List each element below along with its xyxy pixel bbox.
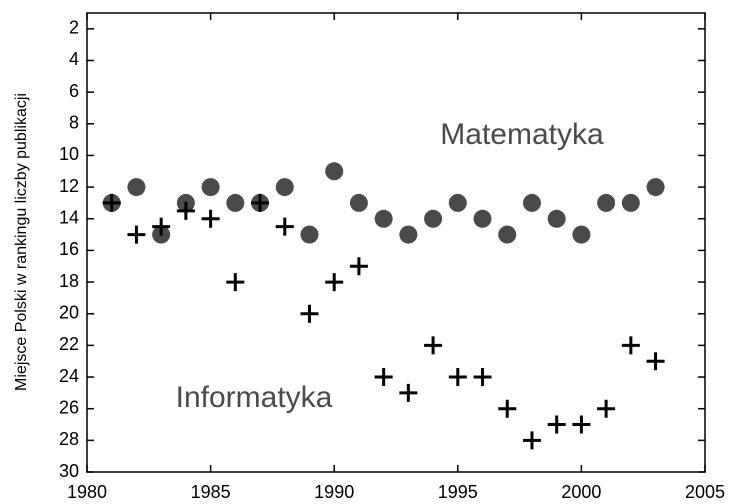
point [547, 209, 566, 228]
point [399, 225, 418, 244]
point [127, 178, 146, 197]
point [251, 193, 270, 212]
annotation: Informatyka [176, 381, 333, 414]
point [300, 304, 319, 323]
point [547, 415, 566, 434]
y-tick-label: 2 [69, 18, 79, 38]
y-tick-label: 26 [59, 397, 79, 417]
point [127, 225, 146, 244]
y-tick-label: 30 [59, 461, 79, 481]
y-tick-label: 10 [59, 144, 79, 164]
point [597, 193, 616, 212]
point [473, 209, 492, 228]
point [621, 193, 640, 212]
y-tick-label: 18 [59, 271, 79, 291]
annotation: Matematyka [440, 118, 604, 151]
point [152, 217, 171, 236]
x-tick-label: 1980 [67, 482, 107, 502]
point [522, 193, 541, 212]
point [498, 225, 517, 244]
point [102, 193, 121, 212]
point [349, 257, 368, 276]
point [374, 209, 393, 228]
point [201, 209, 220, 228]
y-axis-label: Miejsce Polski w rankingu liczby publika… [13, 93, 30, 391]
point [621, 336, 640, 355]
point [646, 352, 665, 371]
point [275, 217, 294, 236]
point [424, 336, 443, 355]
point [424, 209, 443, 228]
y-tick-label: 16 [59, 239, 79, 259]
y-tick-label: 20 [59, 302, 79, 322]
point [325, 162, 344, 181]
point [374, 368, 393, 387]
point [572, 225, 591, 244]
point [176, 201, 195, 220]
point [646, 178, 665, 197]
point [325, 273, 344, 292]
point [201, 178, 220, 197]
point [399, 383, 418, 402]
x-tick-label: 1990 [314, 482, 354, 502]
point [522, 431, 541, 450]
y-tick-label: 8 [69, 113, 79, 133]
point [275, 178, 294, 197]
point [498, 399, 517, 418]
y-tick-label: 24 [59, 366, 79, 386]
point [300, 225, 319, 244]
y-tick-label: 14 [59, 208, 79, 228]
point [448, 193, 467, 212]
x-tick-label: 1985 [191, 482, 231, 502]
y-tick-label: 12 [59, 176, 79, 196]
point [349, 193, 368, 212]
point [572, 415, 591, 434]
point [448, 368, 467, 387]
y-tick-label: 28 [59, 429, 79, 449]
y-tick-label: 6 [69, 81, 79, 101]
point [597, 399, 616, 418]
x-tick-label: 2000 [561, 482, 601, 502]
y-tick-label: 22 [59, 334, 79, 354]
plot-frame [86, 12, 706, 473]
point [226, 193, 245, 212]
x-tick-label: 1995 [438, 482, 478, 502]
y-tick-label: 4 [69, 49, 79, 69]
x-tick-label: 2005 [685, 482, 725, 502]
point [226, 273, 245, 292]
point [473, 368, 492, 387]
